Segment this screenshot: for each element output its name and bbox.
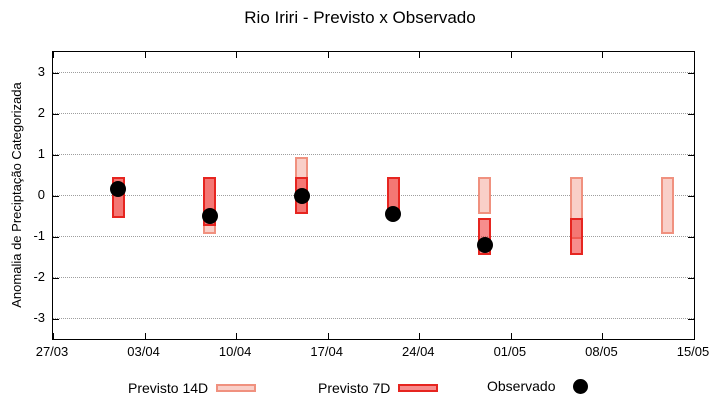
y-tick-left xyxy=(53,318,59,320)
x-tick-top xyxy=(510,52,512,58)
x-tick-top xyxy=(602,52,604,58)
y-tick-left xyxy=(53,236,59,238)
y-tick-left xyxy=(53,72,59,74)
legend: Previsto 14D Previsto 7D Observado xyxy=(0,377,720,399)
observed-dot xyxy=(385,205,402,222)
observed-dot xyxy=(201,208,218,224)
x-tick-label: 08/05 xyxy=(585,344,618,359)
observed-dot xyxy=(476,236,493,253)
legend-label-previsto-7d: Previsto 7D xyxy=(318,380,391,396)
x-tick-top xyxy=(144,52,146,58)
y-tick-label: -1 xyxy=(33,227,45,243)
forecast-14d-bar xyxy=(478,177,492,214)
x-tick-bottom xyxy=(694,333,695,339)
y-tick-label: 2 xyxy=(37,104,45,120)
y-tick-right xyxy=(688,236,694,238)
gridline xyxy=(53,113,694,114)
y-tick-left xyxy=(53,195,59,197)
gridline xyxy=(53,154,694,155)
x-tick-top xyxy=(694,52,695,58)
x-tick-label: 10/04 xyxy=(218,344,252,359)
y-tick-right xyxy=(688,72,694,74)
y-tick-left xyxy=(53,277,59,279)
x-tick-bottom xyxy=(510,333,512,339)
observed-dot xyxy=(110,181,127,198)
x-tick-bottom xyxy=(327,333,329,339)
legend-label-previsto-14d: Previsto 14D xyxy=(128,380,209,396)
y-tick-label: 3 xyxy=(37,63,45,79)
x-tick-top xyxy=(236,52,238,58)
x-tick-bottom xyxy=(419,333,421,339)
legend-label-observado: Observado xyxy=(487,378,556,394)
observed-dot xyxy=(293,187,310,204)
y-tick-right xyxy=(688,277,694,279)
previsto-14d-swatch xyxy=(216,384,257,392)
x-tick-label: 03/04 xyxy=(127,344,160,359)
y-tick-left xyxy=(53,154,59,156)
gridline xyxy=(53,195,694,196)
x-tick-bottom xyxy=(236,333,238,339)
gridline xyxy=(53,236,694,237)
gridline xyxy=(53,277,694,278)
chart-title: Rio Iriri - Previsto x Observado xyxy=(244,8,476,27)
y-tick-left xyxy=(53,113,59,115)
x-tick-label: 01/05 xyxy=(493,344,527,359)
y-tick-label: 0 xyxy=(37,186,45,202)
y-tick-right xyxy=(688,113,694,115)
legend-item-observado: Observado xyxy=(487,377,589,395)
forecast-14d-bar xyxy=(661,177,675,235)
x-tick-bottom xyxy=(144,333,146,339)
x-tick-top xyxy=(53,52,54,58)
previsto-7d-swatch xyxy=(398,384,439,392)
forecast-7d-bar xyxy=(569,218,583,255)
y-tick-label: -2 xyxy=(33,268,45,284)
plot-area xyxy=(52,51,695,340)
y-tick-right xyxy=(688,154,694,156)
y-tick-right xyxy=(688,195,694,197)
observado-swatch-dot xyxy=(573,378,589,394)
y-tick-right xyxy=(688,318,694,320)
y-tick-label: 1 xyxy=(37,145,45,161)
y-tick-label: -3 xyxy=(33,309,45,325)
x-tick-label: 24/04 xyxy=(402,344,435,359)
x-tick-label: 15/05 xyxy=(676,344,710,359)
x-tick-top xyxy=(327,52,329,58)
x-tick-label: 27/03 xyxy=(35,344,69,359)
x-tick-label: 17/04 xyxy=(310,344,343,359)
gridline xyxy=(53,72,694,73)
legend-item-previsto-14d: Previsto 14D xyxy=(128,379,257,397)
legend-item-previsto-7d: Previsto 7D xyxy=(318,379,439,397)
x-tick-top xyxy=(419,52,421,58)
x-tick-bottom xyxy=(53,333,54,339)
gridline xyxy=(53,318,694,319)
x-tick-bottom xyxy=(602,333,604,339)
